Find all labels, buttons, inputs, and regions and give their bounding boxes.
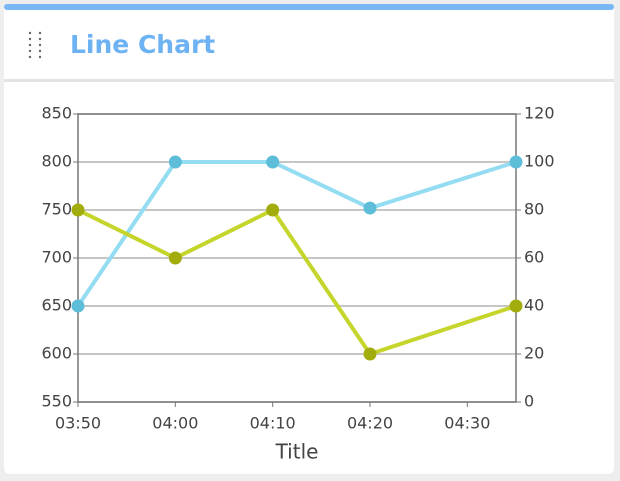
point-marker <box>266 155 280 169</box>
x-tick-label: 04:00 <box>152 414 198 433</box>
x-axis-label: Title <box>275 440 319 464</box>
y-tick-label: 700 <box>41 248 72 267</box>
y2-tick-label: 40 <box>524 296 544 315</box>
point-marker <box>71 203 85 217</box>
x-tick-label: 04:10 <box>250 414 296 433</box>
point-marker <box>266 203 280 217</box>
point-marker <box>168 251 182 265</box>
y-tick-label: 550 <box>41 392 72 411</box>
y2-tick-label: 100 <box>524 152 555 171</box>
y-tick-label: 650 <box>41 296 72 315</box>
card <box>4 4 614 474</box>
y-tick-label: 750 <box>41 200 72 219</box>
point-marker <box>168 155 182 169</box>
x-tick-label: 03:50 <box>55 414 101 433</box>
y2-tick-label: 80 <box>524 200 544 219</box>
y2-tick-label: 120 <box>524 104 555 123</box>
point-marker <box>509 299 523 313</box>
drag-handle[interactable] <box>28 31 42 59</box>
y2-tick-label: 20 <box>524 344 544 363</box>
point-marker <box>509 155 523 169</box>
plot-border <box>77 113 517 403</box>
widget-title: Line Chart <box>70 30 215 59</box>
y-tick-label: 800 <box>41 152 72 171</box>
card-top-bar <box>4 4 614 10</box>
y2-tick-label: 0 <box>524 392 534 411</box>
header-divider <box>4 79 614 82</box>
y-tick-label: 600 <box>41 344 72 363</box>
x-tick-label: 04:20 <box>347 414 393 433</box>
point-marker <box>71 299 85 313</box>
point-marker <box>363 347 377 361</box>
y-tick-label: 850 <box>41 104 72 123</box>
x-tick-label: 04:30 <box>444 414 490 433</box>
y2-tick-label: 60 <box>524 248 544 267</box>
point-marker <box>363 201 377 215</box>
